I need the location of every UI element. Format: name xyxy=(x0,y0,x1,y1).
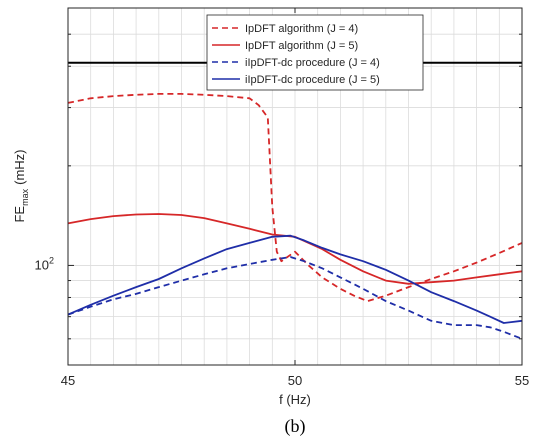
figure-caption: (b) xyxy=(285,416,306,437)
y-label-unit: (mHz) xyxy=(12,149,27,184)
x-axis-label: f (Hz) xyxy=(279,392,311,407)
series-lines xyxy=(67,93,523,340)
legend-entry: iIpDFT-dc procedure (J = 5) xyxy=(245,74,380,86)
axis-ticks xyxy=(67,8,523,365)
legend-entry: IpDFT algorithm (J = 5) xyxy=(245,40,358,52)
x-tick-label: 50 xyxy=(288,373,302,388)
y-tick-label: 102 xyxy=(35,255,54,272)
y-label-base: FE xyxy=(12,206,27,223)
x-tick-label: 55 xyxy=(515,373,529,388)
series-line-4 xyxy=(67,234,523,324)
legend: IpDFT algorithm (J = 4) IpDFT algorithm … xyxy=(206,14,424,91)
y-label-sub: max xyxy=(20,188,30,206)
y-axis-label: FEmax (mHz) xyxy=(12,149,30,222)
legend-entry: iIpDFT-dc procedure (J = 4) xyxy=(245,57,380,69)
legend-box xyxy=(206,14,424,91)
y-tick-base: 10 xyxy=(35,257,49,272)
y-tick-exponent: 2 xyxy=(49,255,54,265)
series-line-3 xyxy=(67,256,523,340)
series-line-1 xyxy=(67,93,523,303)
legend-entry: IpDFT algorithm (J = 4) xyxy=(245,23,358,35)
x-tick-label: 45 xyxy=(61,373,75,388)
